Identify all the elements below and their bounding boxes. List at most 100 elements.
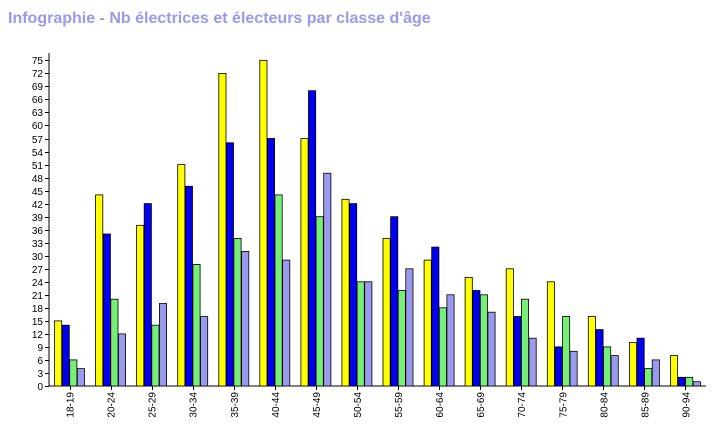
bar: [341, 198, 350, 387]
y-tick-label: 72: [32, 69, 44, 80]
y-tick-label: 24: [32, 278, 44, 289]
x-category-label: 55-59: [394, 392, 405, 418]
bar: [390, 216, 399, 387]
bar: [692, 381, 701, 387]
bar: [102, 233, 111, 387]
bar: [266, 138, 275, 387]
y-tick-label: 0: [37, 382, 43, 393]
bar: [143, 203, 152, 387]
bar: [356, 281, 365, 387]
y-tick-label: 6: [37, 356, 43, 367]
y-tick-label: 66: [32, 95, 44, 106]
y-tick-label: 9: [37, 343, 43, 354]
y-tick-label: 36: [32, 226, 44, 237]
bar: [479, 294, 488, 387]
bar: [54, 320, 63, 387]
bar: [505, 268, 514, 387]
bar: [569, 350, 578, 387]
bar: [629, 342, 638, 387]
bar: [431, 246, 440, 387]
bar: [438, 307, 447, 387]
bar: [158, 303, 167, 387]
bar: [644, 368, 653, 387]
bar: [323, 172, 332, 387]
bar: [76, 368, 85, 387]
bar: [397, 290, 406, 387]
y-tick-label: 54: [32, 148, 44, 159]
x-category-label: 35-39: [230, 392, 241, 418]
y-tick-label: 51: [32, 161, 44, 172]
bar: [274, 194, 283, 387]
chart-title: Infographie - Nb électrices et électeurs…: [8, 10, 431, 27]
y-tick-label: 33: [32, 239, 44, 250]
bar: [364, 281, 373, 387]
bar: [603, 346, 612, 387]
y-tick-label: 15: [32, 317, 44, 328]
bar: [685, 376, 694, 387]
bar: [69, 359, 78, 387]
bar: [487, 311, 496, 387]
bar: [110, 298, 119, 387]
bar: [677, 376, 686, 387]
bar: [95, 194, 104, 387]
x-category-label: 70-74: [517, 392, 528, 418]
bar: [184, 185, 193, 387]
bar: [472, 290, 481, 387]
y-tick-label: 48: [32, 174, 44, 185]
bar: [562, 316, 571, 387]
bar: [61, 324, 70, 387]
y-tick-label: 63: [32, 108, 44, 119]
bar: [464, 276, 473, 387]
bar: [349, 203, 358, 387]
bar: [595, 329, 604, 387]
bar: [554, 346, 563, 387]
bar: [528, 337, 537, 387]
bar: [610, 355, 619, 387]
bar: [118, 333, 127, 387]
bar: [446, 294, 455, 387]
bar: [177, 164, 186, 387]
y-tick-label: 12: [32, 330, 44, 341]
x-category-label: 50-54: [353, 392, 364, 418]
x-category-label: 25-29: [148, 392, 159, 418]
bar: [233, 237, 242, 387]
bar: [218, 73, 227, 387]
y-tick-label: 18: [32, 304, 44, 315]
x-category-label: 75-79: [558, 392, 569, 418]
bar: [546, 281, 555, 387]
bar: [192, 263, 201, 387]
bar: [151, 324, 160, 387]
bar: [300, 138, 309, 387]
bar: [259, 59, 268, 387]
labels: 0369121518212427303336394245485154576063…: [32, 56, 693, 418]
x-category-label: 65-69: [476, 392, 487, 418]
y-tick-label: 42: [32, 200, 44, 211]
y-tick-label: 60: [32, 121, 44, 132]
bar: [636, 337, 645, 387]
x-category-label: 20-24: [107, 392, 118, 418]
x-category-label: 40-44: [271, 392, 282, 418]
x-category-label: 18-19: [66, 392, 77, 418]
bar: [308, 90, 317, 387]
bar: [651, 359, 660, 387]
x-category-label: 45-49: [312, 392, 323, 418]
bar: [382, 237, 391, 387]
y-tick-label: 69: [32, 82, 44, 93]
bar: [587, 316, 596, 387]
x-category-label: 85-89: [640, 392, 651, 418]
x-category-label: 90-94: [681, 392, 692, 418]
y-tick-label: 75: [32, 56, 44, 67]
x-category-label: 60-64: [435, 392, 446, 418]
y-tick-label: 27: [32, 265, 44, 276]
y-tick-label: 57: [32, 135, 44, 146]
y-tick-label: 39: [32, 213, 44, 224]
bar: [282, 259, 291, 387]
bar: [670, 355, 679, 387]
bar: [136, 224, 145, 387]
bar: [521, 298, 530, 387]
bar: [405, 268, 414, 387]
y-tick-label: 21: [32, 291, 44, 302]
bar: [315, 216, 324, 387]
x-category-label: 30-34: [189, 392, 200, 418]
